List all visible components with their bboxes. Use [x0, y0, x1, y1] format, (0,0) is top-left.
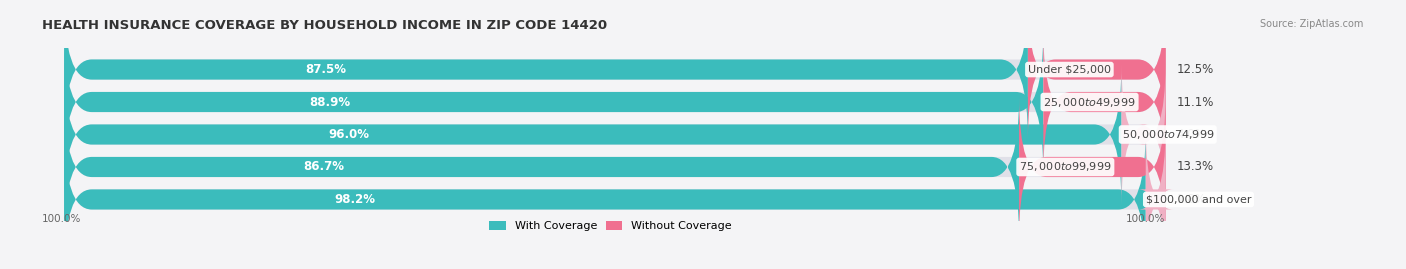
- FancyBboxPatch shape: [1028, 0, 1166, 141]
- FancyBboxPatch shape: [65, 31, 1043, 173]
- FancyBboxPatch shape: [65, 128, 1146, 269]
- Text: $25,000 to $49,999: $25,000 to $49,999: [1043, 95, 1136, 108]
- Text: 1.8%: 1.8%: [1177, 193, 1206, 206]
- Text: $100,000 and over: $100,000 and over: [1146, 194, 1251, 204]
- Text: 98.2%: 98.2%: [335, 193, 375, 206]
- Text: 13.3%: 13.3%: [1177, 161, 1213, 174]
- FancyBboxPatch shape: [65, 0, 1028, 141]
- Text: HEALTH INSURANCE COVERAGE BY HOUSEHOLD INCOME IN ZIP CODE 14420: HEALTH INSURANCE COVERAGE BY HOUSEHOLD I…: [42, 19, 607, 32]
- Text: 87.5%: 87.5%: [305, 63, 346, 76]
- Text: 100.0%: 100.0%: [1126, 214, 1166, 224]
- FancyBboxPatch shape: [1019, 96, 1166, 238]
- Text: Source: ZipAtlas.com: Source: ZipAtlas.com: [1260, 19, 1364, 29]
- Text: $75,000 to $99,999: $75,000 to $99,999: [1019, 161, 1112, 174]
- FancyBboxPatch shape: [65, 96, 1166, 238]
- Text: 12.5%: 12.5%: [1177, 63, 1213, 76]
- FancyBboxPatch shape: [65, 96, 1019, 238]
- Text: 11.1%: 11.1%: [1177, 95, 1213, 108]
- FancyBboxPatch shape: [65, 63, 1122, 206]
- Text: 100.0%: 100.0%: [42, 214, 82, 224]
- FancyBboxPatch shape: [65, 31, 1166, 173]
- FancyBboxPatch shape: [65, 0, 1166, 141]
- Text: 96.0%: 96.0%: [329, 128, 370, 141]
- Text: $50,000 to $74,999: $50,000 to $74,999: [1122, 128, 1213, 141]
- FancyBboxPatch shape: [65, 63, 1166, 206]
- Legend: With Coverage, Without Coverage: With Coverage, Without Coverage: [485, 216, 737, 236]
- FancyBboxPatch shape: [1122, 63, 1166, 206]
- Text: 88.9%: 88.9%: [309, 95, 350, 108]
- Text: 4.0%: 4.0%: [1177, 128, 1206, 141]
- FancyBboxPatch shape: [1137, 128, 1173, 269]
- Text: 86.7%: 86.7%: [302, 161, 344, 174]
- Text: Under $25,000: Under $25,000: [1028, 65, 1111, 75]
- FancyBboxPatch shape: [65, 128, 1166, 269]
- FancyBboxPatch shape: [1043, 31, 1166, 173]
